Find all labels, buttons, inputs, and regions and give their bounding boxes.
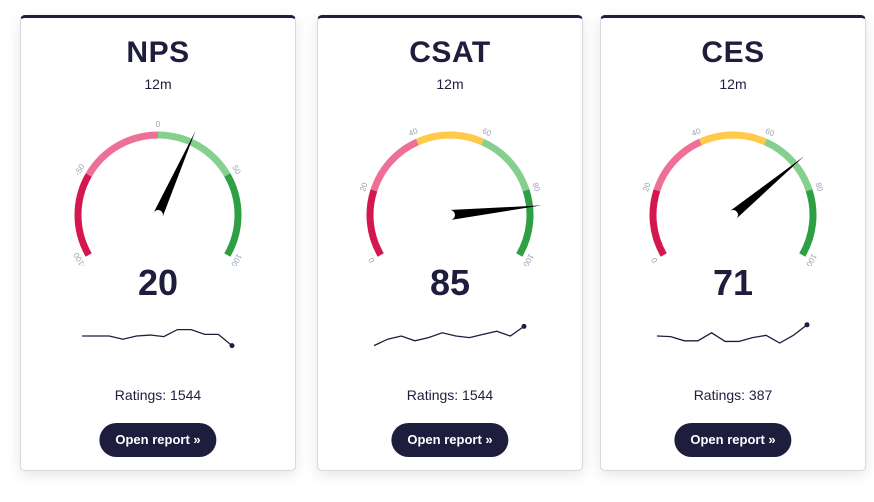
gauge-tick-label: 40 <box>690 126 702 138</box>
gauge-tick-label: 60 <box>764 126 776 138</box>
card-period: 12m <box>436 76 464 92</box>
sparkline-line <box>373 325 525 347</box>
card-period: 12m <box>719 76 747 92</box>
gauge-segment <box>699 131 767 146</box>
score-value: 20 <box>137 262 179 303</box>
gauge-tick-label: 20 <box>358 181 369 193</box>
gauge-needle-icon <box>449 205 542 220</box>
gauge-tick-label: 40 <box>407 126 419 138</box>
gauge-tick-label: -50 <box>73 162 87 177</box>
gauge-segment <box>516 189 534 257</box>
open-report-button[interactable]: Open report » <box>99 423 217 457</box>
gauge-needle-icon <box>729 156 804 219</box>
ratings-count: Ratings: 1544 <box>406 387 494 403</box>
gauge-tick-label: 60 <box>481 126 493 138</box>
gauge-tick-label: 80 <box>813 181 824 193</box>
gauge-segment <box>85 131 159 177</box>
card-title: NPS <box>126 36 190 69</box>
sparkline-line <box>82 328 233 347</box>
sparkline <box>21 316 295 356</box>
nps-card: NPS 12m -100 -50 0 50 100 20 Ratings: 1544 O… <box>20 15 296 471</box>
gauge-tick-label: 80 <box>530 181 541 193</box>
gauge-segment <box>224 173 242 257</box>
sparkline-line <box>656 324 808 344</box>
gauge-tick-label: 50 <box>230 164 243 177</box>
sparkline-end-dot <box>804 322 810 328</box>
ces-card: CES 12m 0 20 40 60 80 100 71 Ratings: 387 Ope… <box>600 15 866 471</box>
sparkline <box>318 316 582 356</box>
gauge-segment <box>653 138 702 192</box>
csat-card: CSAT 12m 0 20 40 60 80 100 85 Ratings: 1544 O… <box>317 15 583 471</box>
ratings-count: Ratings: 387 <box>693 387 773 403</box>
score-value: 71 <box>712 262 754 303</box>
score-value: 85 <box>429 262 471 303</box>
gauge-segment <box>799 189 817 257</box>
gauge: 0 20 40 60 80 100 <box>318 106 582 266</box>
gauge-segment <box>157 131 231 177</box>
sparkline-end-dot <box>229 343 235 349</box>
open-report-button[interactable]: Open report » <box>674 423 792 457</box>
card-title: CES <box>701 36 765 69</box>
ratings-count: Ratings: 1544 <box>114 387 202 403</box>
sparkline <box>601 316 865 356</box>
gauge-segment <box>649 189 667 257</box>
gauge-tick-label: 0 <box>649 256 659 265</box>
gauge-segment <box>370 138 419 192</box>
gauge-tick-label: 20 <box>641 181 652 193</box>
card-title: CSAT <box>409 36 491 69</box>
card-period: 12m <box>144 76 172 92</box>
gauge-tick-label: 0 <box>156 120 161 129</box>
sparkline-end-dot <box>521 323 527 329</box>
open-report-button[interactable]: Open report » <box>391 423 509 457</box>
gauge-segment <box>366 189 384 257</box>
gauge-segment <box>416 131 484 146</box>
gauge-tick-label: 0 <box>366 256 376 265</box>
gauge-segment <box>74 173 92 257</box>
gauge-segment <box>481 138 530 192</box>
gauge-needle-icon <box>153 130 196 218</box>
gauge: -100 -50 0 50 100 <box>21 106 295 266</box>
gauge-segment <box>764 138 813 192</box>
gauge: 0 20 40 60 80 100 <box>601 106 865 266</box>
